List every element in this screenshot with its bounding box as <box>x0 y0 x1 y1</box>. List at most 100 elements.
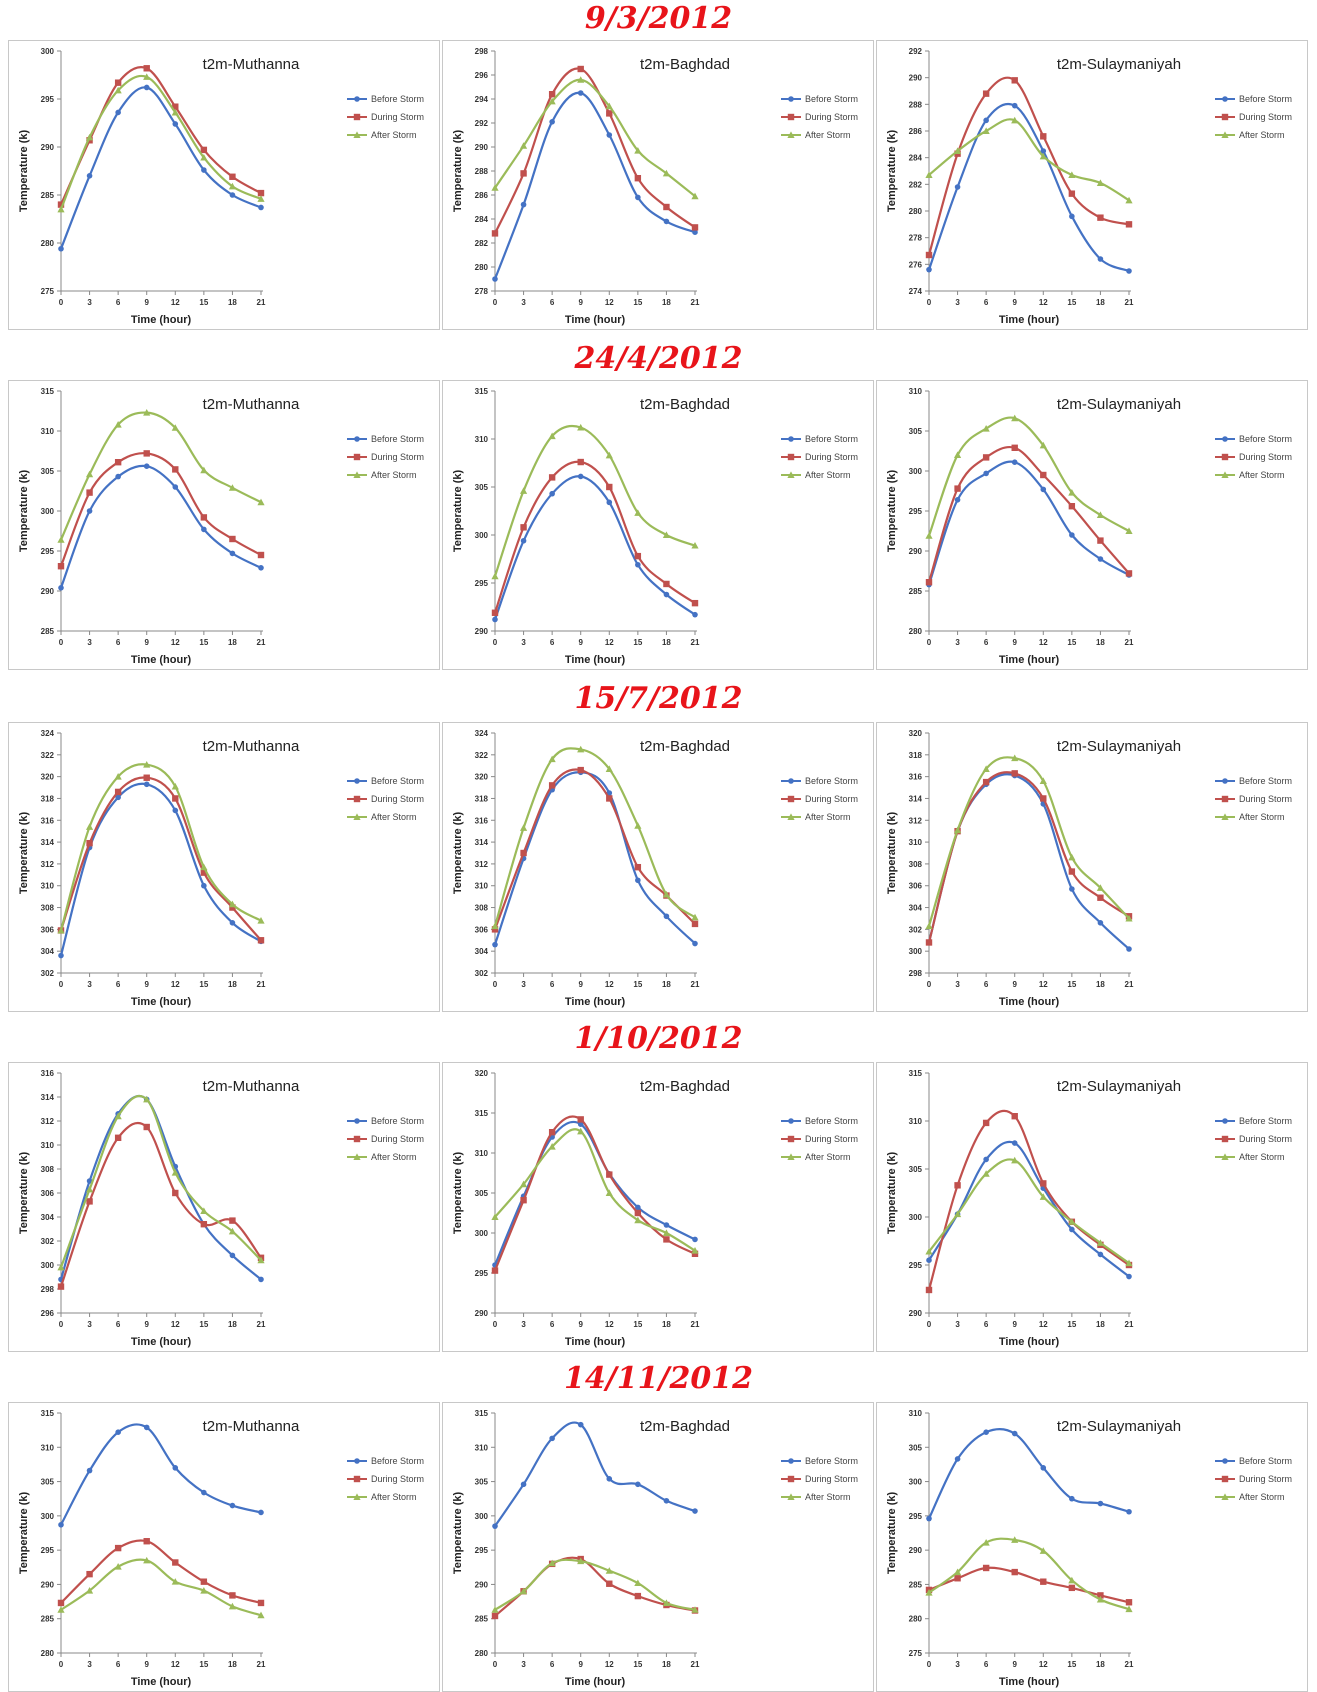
data-point-before <box>926 266 932 273</box>
data-point-after <box>85 133 94 141</box>
data-point-during <box>143 450 150 457</box>
data-point-after <box>605 451 613 459</box>
series-line-before <box>60 1423 262 1526</box>
data-point-during <box>114 788 122 796</box>
legend-label-after: After Storm <box>1239 470 1285 480</box>
data-point-before <box>492 276 498 282</box>
x-tick-label: 0 <box>927 638 932 647</box>
data-point-after <box>57 1606 65 1613</box>
data-point-before <box>577 1121 584 1127</box>
data-point-before <box>577 90 584 96</box>
data-point-during <box>548 474 556 481</box>
y-tick-label: 310 <box>909 1409 923 1418</box>
data-point-after <box>1096 511 1105 518</box>
y-tick-label: 300 <box>475 1512 489 1521</box>
y-tick-label: 296 <box>41 1309 55 1318</box>
y-tick-label: 280 <box>909 1615 923 1624</box>
data-point-before <box>1097 256 1104 262</box>
y-axis-label: Temperature (k) <box>886 1152 898 1235</box>
legend-marker-after <box>353 813 361 820</box>
data-point-during <box>1125 1599 1133 1606</box>
x-tick-label: 3 <box>521 298 526 307</box>
data-point-before <box>115 1429 121 1435</box>
data-point-before <box>577 473 584 480</box>
legend-marker-during <box>353 1135 361 1143</box>
data-point-after <box>577 423 585 431</box>
data-point-after <box>143 761 151 768</box>
date-heading: 15/7/2012 <box>574 681 743 716</box>
x-axis-label: Time (hour) <box>565 1336 626 1348</box>
y-tick-label: 276 <box>909 260 923 269</box>
y-tick-label: 290 <box>41 587 55 596</box>
data-point-before <box>926 1257 932 1263</box>
y-tick-label: 284 <box>909 154 923 163</box>
data-point-before <box>663 218 670 225</box>
data-point-before <box>58 585 64 591</box>
data-point-before <box>1097 1500 1104 1507</box>
legend-marker-during <box>787 453 795 461</box>
x-tick-label: 3 <box>955 298 960 307</box>
data-point-before <box>692 1508 698 1514</box>
x-tick-label: 3 <box>955 1660 960 1669</box>
y-tick-label: 285 <box>475 1615 489 1624</box>
y-tick-label: 295 <box>909 1512 923 1521</box>
data-point-after <box>662 890 671 898</box>
x-tick-label: 0 <box>493 1320 498 1329</box>
series-line-during <box>59 776 262 942</box>
legend-marker-after <box>353 471 361 478</box>
data-point-after <box>1125 196 1133 204</box>
line-chart: 290 295 300 305 310 315 0 3 6 9 12 15 18 21 Time (hour… <box>452 387 858 666</box>
line-chart: 278 280 282 284 286 288 290 292 294 296 298 0 3 6 9 12 1… <box>452 47 858 326</box>
legend-label-before: Before Storm <box>805 1456 858 1466</box>
chart-title: t2m-Muthanna <box>203 738 300 755</box>
line-chart: 280 285 290 295 300 305 310 315 0 3 6 9 12 15 18 21 Time… <box>452 1409 858 1688</box>
data-point-after <box>171 1169 179 1176</box>
legend-marker-after <box>1221 1153 1229 1160</box>
data-point-during <box>691 224 699 231</box>
x-tick-label: 15 <box>1067 980 1076 989</box>
data-point-during <box>982 778 990 786</box>
data-point-before <box>606 1476 613 1482</box>
data-point-during <box>200 514 208 521</box>
y-tick-label: 308 <box>41 904 55 913</box>
legend-label-before: Before Storm <box>805 94 858 104</box>
series-line-after <box>927 416 1130 537</box>
y-tick-label: 295 <box>909 1261 923 1270</box>
data-point-after <box>85 823 94 830</box>
data-point-after <box>691 192 699 200</box>
x-tick-label: 21 <box>257 638 266 647</box>
series-line-during <box>59 1121 262 1287</box>
data-point-after <box>200 466 208 474</box>
legend-label-during: During Storm <box>1239 794 1292 804</box>
data-point-after <box>1068 853 1076 861</box>
data-point-before <box>58 952 64 959</box>
y-tick-label: 316 <box>475 816 489 825</box>
y-axis-label: Temperature (k) <box>18 130 30 213</box>
data-point-during <box>200 869 208 876</box>
data-point-after <box>85 470 94 478</box>
data-point-after <box>634 1216 642 1224</box>
x-tick-label: 0 <box>927 1660 932 1669</box>
x-tick-label: 3 <box>87 638 92 647</box>
x-tick-label: 21 <box>1125 980 1134 989</box>
data-point-before <box>115 109 121 116</box>
data-point-during <box>606 1171 613 1178</box>
legend-marker-after <box>1221 1493 1229 1500</box>
data-point-during <box>548 1129 556 1136</box>
chart-panel: 296 298 300 302 304 306 308 310 312 314 316 0 3 6 9 12 1… <box>8 1062 440 1352</box>
y-tick-label: 308 <box>909 860 923 869</box>
x-tick-label: 21 <box>691 980 700 989</box>
data-point-during <box>1097 214 1104 221</box>
y-tick-label: 320 <box>475 1069 489 1078</box>
legend-marker-before <box>354 436 360 442</box>
data-point-after <box>200 153 208 161</box>
y-axis-label: Temperature (k) <box>18 1492 30 1575</box>
chart-panel: 280 285 290 295 300 305 310 315 0 3 6 9 12 15 18 21 Time… <box>442 1402 874 1692</box>
chart-panel: 302 304 306 308 310 312 314 316 318 320 322 324 0 3 6 9… <box>8 722 440 1012</box>
x-tick-label: 0 <box>927 298 932 307</box>
data-point-after <box>85 1587 94 1594</box>
data-point-during <box>57 563 65 570</box>
x-axis-label: Time (hour) <box>565 654 626 666</box>
data-point-before <box>635 194 641 201</box>
x-tick-label: 15 <box>1067 638 1076 647</box>
